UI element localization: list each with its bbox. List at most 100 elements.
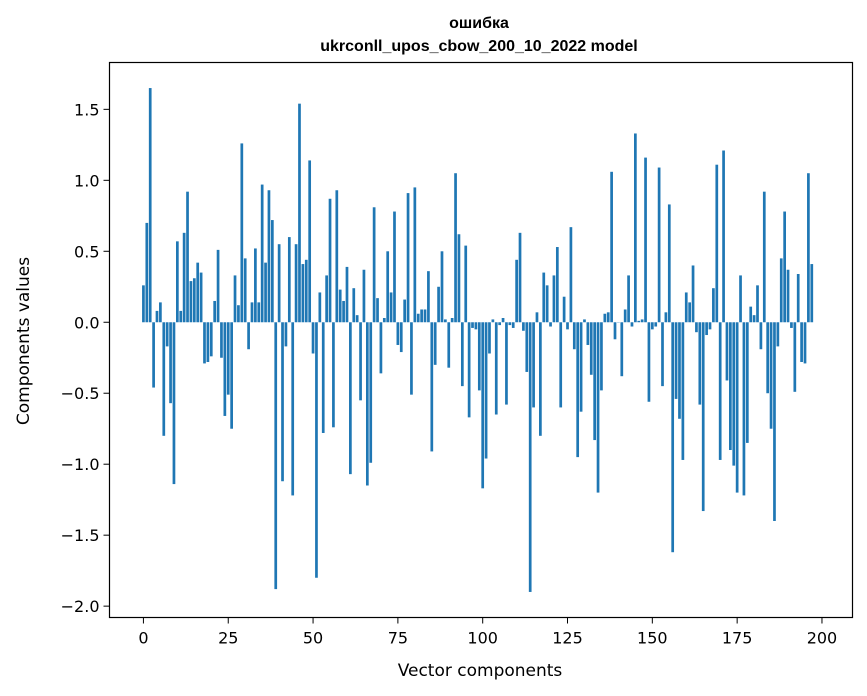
bar xyxy=(318,292,322,323)
bar xyxy=(294,244,298,323)
x-tick-label: 125 xyxy=(552,629,583,648)
bar xyxy=(352,288,356,323)
bar xyxy=(739,275,742,323)
bar xyxy=(403,299,407,323)
bar xyxy=(454,173,457,323)
bar xyxy=(650,322,654,330)
bar xyxy=(576,322,580,458)
bar xyxy=(250,302,254,323)
bar xyxy=(779,258,783,323)
bar xyxy=(810,264,814,323)
bar xyxy=(589,322,593,375)
bar xyxy=(644,157,647,323)
y-tick-label: 1.5 xyxy=(74,100,99,119)
bar xyxy=(586,322,590,345)
bar xyxy=(623,309,627,323)
bar xyxy=(155,310,159,323)
bar xyxy=(535,312,539,323)
bar xyxy=(338,289,342,323)
bar xyxy=(152,322,155,388)
bar xyxy=(637,320,641,323)
bar xyxy=(674,322,678,399)
bar xyxy=(732,322,736,466)
bar xyxy=(145,222,149,323)
bar xyxy=(807,173,810,323)
bar xyxy=(773,322,776,521)
bar xyxy=(291,322,295,496)
bar xyxy=(484,322,488,459)
bar xyxy=(494,322,498,415)
bar xyxy=(311,322,315,354)
bar xyxy=(474,322,478,330)
bar xyxy=(237,305,240,323)
bar xyxy=(389,292,393,323)
bar xyxy=(379,322,383,374)
bar xyxy=(667,204,671,323)
bar xyxy=(270,220,274,323)
bar xyxy=(803,322,807,364)
bar xyxy=(399,322,403,353)
bar xyxy=(176,241,179,323)
bar xyxy=(321,322,325,433)
bar xyxy=(206,322,210,362)
bar xyxy=(301,264,305,323)
bar xyxy=(715,164,719,323)
bar xyxy=(654,322,658,327)
x-tick-label: 100 xyxy=(467,629,498,648)
bar xyxy=(386,251,390,323)
bar xyxy=(528,322,532,592)
bar xyxy=(600,322,603,391)
bar xyxy=(342,300,345,323)
bar xyxy=(718,322,722,460)
bar xyxy=(518,232,522,323)
bar xyxy=(332,322,335,428)
bar xyxy=(196,262,200,323)
bar xyxy=(349,322,352,475)
bar xyxy=(647,322,651,402)
bar xyxy=(664,312,668,323)
bar xyxy=(308,160,312,323)
bar xyxy=(542,272,546,323)
bar xyxy=(712,288,715,323)
bar xyxy=(165,322,169,347)
bar xyxy=(159,302,162,323)
plot-frame xyxy=(108,61,854,619)
bar xyxy=(413,187,417,323)
bar xyxy=(701,322,705,512)
bar xyxy=(729,322,732,451)
y-tick-label: 0.0 xyxy=(74,313,99,332)
bar xyxy=(552,275,556,323)
bar xyxy=(684,292,688,323)
bar xyxy=(203,322,206,364)
bar xyxy=(756,285,759,323)
bar xyxy=(596,322,600,493)
x-tick-label: 200 xyxy=(807,629,838,648)
bar xyxy=(471,322,474,328)
bar xyxy=(657,167,661,323)
bar xyxy=(287,237,291,323)
bar xyxy=(372,207,376,323)
bar xyxy=(437,286,440,323)
bar xyxy=(569,227,573,323)
bar xyxy=(671,322,675,553)
bar xyxy=(505,322,508,405)
bar xyxy=(678,322,681,419)
bar xyxy=(793,322,797,392)
bar xyxy=(328,198,332,323)
bar xyxy=(776,322,780,347)
bar xyxy=(240,143,244,323)
bar xyxy=(277,244,281,323)
bar xyxy=(450,318,454,323)
bar xyxy=(722,150,725,323)
bar xyxy=(783,211,786,323)
bar xyxy=(460,322,464,387)
bar xyxy=(708,322,712,330)
bar xyxy=(613,322,617,340)
bar xyxy=(661,322,664,387)
bar xyxy=(315,322,318,578)
bar xyxy=(532,322,535,408)
bar xyxy=(281,322,284,482)
bar xyxy=(393,211,396,323)
bar xyxy=(790,322,793,328)
bar xyxy=(705,322,708,336)
